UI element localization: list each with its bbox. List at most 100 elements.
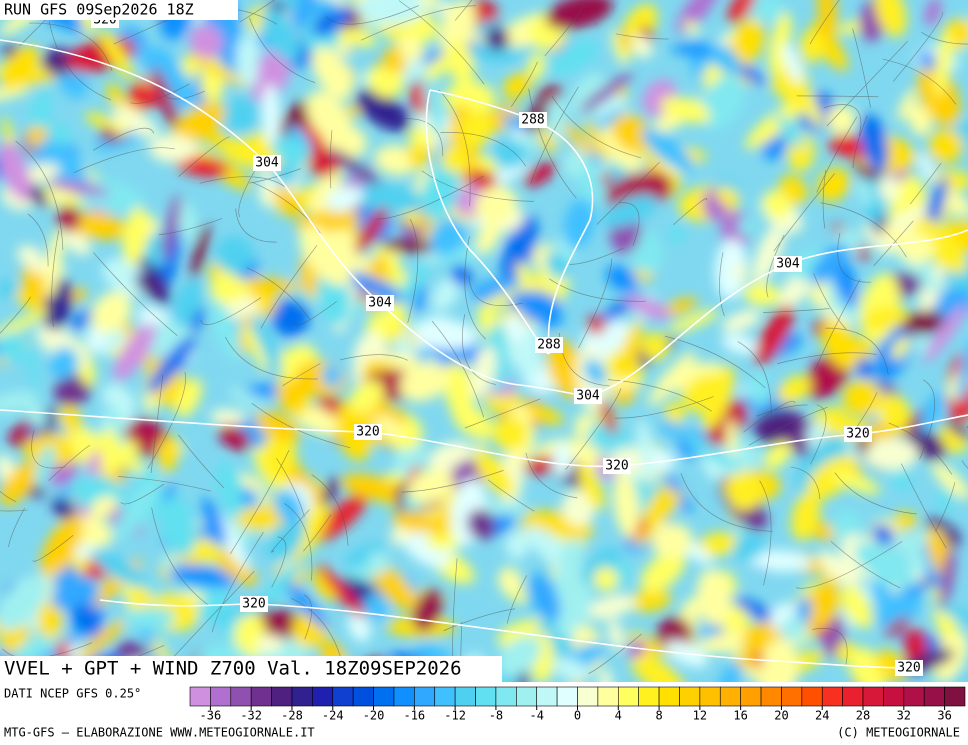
streamline: [614, 396, 714, 419]
colorbar-tick-label: -28: [281, 709, 303, 723]
field-blob: [135, 272, 166, 299]
field-blob: [924, 0, 941, 27]
field-blob: [474, 450, 514, 497]
field-blob: [62, 228, 91, 256]
field-blob: [113, 105, 158, 138]
field-blob: [222, 96, 260, 133]
contour-label: 304: [576, 389, 600, 404]
field-blob: [412, 589, 443, 632]
streamline: [0, 490, 16, 502]
streamline: [528, 88, 577, 199]
field-blob: [768, 11, 792, 76]
field-blob: [421, 160, 462, 221]
field-blob: [163, 550, 175, 574]
field-blob: [162, 194, 181, 260]
streamline: [48, 21, 112, 101]
field-blob: [630, 653, 686, 682]
field-blob: [891, 336, 910, 360]
streamline: [440, 132, 527, 167]
contour-label: 320: [846, 427, 869, 442]
field-blob: [764, 189, 791, 219]
streamline: [615, 33, 669, 40]
streamline: [814, 278, 861, 371]
field-blob: [593, 566, 619, 592]
streamline: [816, 116, 858, 193]
contour-label: 288: [521, 113, 544, 128]
field-blob: [25, 330, 39, 392]
source: DATI NCEP GFS 0.25°: [4, 687, 141, 701]
streamline: [260, 245, 318, 329]
field-blob: [52, 570, 100, 605]
streamline: [790, 466, 821, 500]
field-blob: [91, 548, 147, 588]
field-blob: [616, 321, 643, 386]
colorbar-swatch: [883, 686, 905, 707]
field-blob: [734, 261, 749, 283]
field-blob: [917, 152, 936, 182]
field-blob: [506, 334, 536, 373]
streamline: [921, 32, 968, 45]
field-blob: [817, 550, 861, 588]
field-blob: [637, 418, 658, 484]
field-blob: [48, 124, 73, 146]
streamline: [398, 0, 485, 85]
colorbar-tick-label: -16: [403, 709, 425, 723]
streamline: [487, 479, 535, 512]
field-blob: [668, 225, 686, 245]
streamline: [673, 198, 708, 226]
field-blob: [716, 659, 745, 682]
field-blob: [109, 116, 130, 136]
field-blob: [578, 462, 605, 510]
field-blob: [746, 372, 772, 405]
streamline: [901, 463, 947, 549]
field-blob: [245, 317, 281, 372]
field-blob: [470, 345, 497, 398]
colorbar-tick-label: 12: [693, 709, 707, 723]
field-blob: [313, 493, 369, 543]
field-blob: [160, 495, 197, 557]
streamline: [284, 503, 313, 581]
field-blob: [826, 104, 857, 135]
field-blob: [70, 309, 92, 331]
streamline: [211, 531, 264, 633]
contour-label: 320: [605, 459, 628, 474]
colorbar-tick-label: 24: [815, 709, 829, 723]
streamline: [618, 202, 640, 246]
streamline: [544, 4, 584, 57]
streamline: [813, 273, 848, 331]
field-blob: [641, 127, 694, 172]
field-blob: [440, 145, 469, 173]
streamline: [224, 336, 318, 380]
field-blob: [505, 530, 529, 560]
field-blob: [874, 0, 907, 37]
field-blob: [347, 612, 371, 642]
streamline: [773, 173, 835, 252]
colorbar-swatch: [577, 686, 599, 707]
caption: VVEL + GPT + WIND Z700 Val. 18Z09SEP2026: [4, 658, 462, 680]
streamline: [271, 509, 310, 553]
contour-label-bg: [603, 458, 631, 474]
field-blob: [215, 461, 247, 519]
streamline: [888, 422, 953, 475]
field-blob: [872, 524, 895, 546]
field-blob: [908, 104, 932, 137]
field-blob: [53, 374, 92, 407]
streamline: [719, 252, 725, 317]
colorbar-tick-label: 28: [856, 709, 870, 723]
field-blob: [423, 75, 445, 140]
streamline: [246, 267, 311, 321]
field-blob: [860, 114, 889, 173]
field-blob: [399, 362, 450, 402]
contour-labels: 320304304288288304304320320320320320: [91, 12, 923, 676]
colorbar-swatch: [536, 686, 558, 707]
field-blob: [122, 207, 149, 265]
contour-label-bg: [895, 660, 923, 676]
field-blob: [432, 276, 461, 311]
streamline: [199, 176, 286, 187]
streamline: [664, 335, 766, 389]
field-blob: [878, 393, 911, 430]
streamline: [919, 379, 935, 460]
streamline: [892, 11, 943, 82]
field-blob: [240, 487, 258, 508]
field-blob: [56, 205, 81, 232]
